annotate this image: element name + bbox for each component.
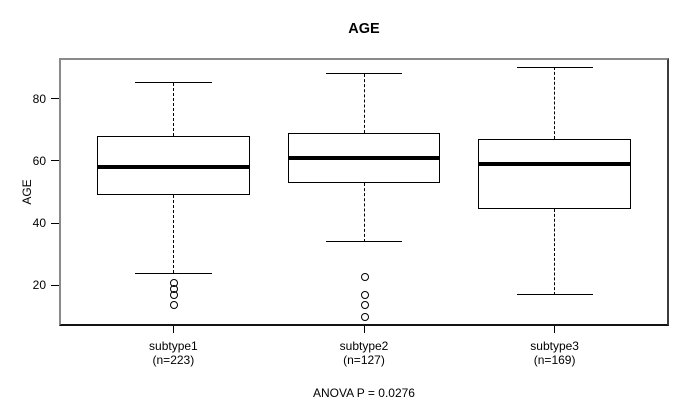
y-tick-label: 80 (32, 91, 46, 106)
y-axis-label: AGE (20, 179, 34, 205)
iqr-box (478, 139, 631, 210)
plot-frame (59, 58, 669, 326)
outlier-point (169, 291, 178, 300)
outlier-point (360, 291, 369, 300)
upper-whisker-line (172, 82, 174, 136)
lower-whisker-line (363, 182, 365, 242)
outlier-point (360, 300, 369, 309)
y-tick-label: 60 (32, 153, 46, 168)
lower-whisker-line (172, 195, 174, 274)
median-line (478, 161, 631, 166)
lower-whisker-line (554, 209, 556, 295)
x-category-sublabel: (n=169) (533, 353, 576, 367)
x-category-label: subtype3 (530, 339, 579, 353)
x-tick-mark (363, 326, 365, 333)
upper-whisker-line (554, 67, 556, 140)
upper-whisker-line (363, 73, 365, 133)
y-tick-mark (51, 222, 59, 224)
y-tick-label: 40 (32, 216, 46, 231)
outlier-point (360, 272, 369, 281)
x-category-sublabel: (n=223) (152, 353, 195, 367)
y-tick-mark (51, 284, 59, 286)
x-category-sublabel: (n=127) (343, 353, 385, 367)
x-category-label: subtype2 (339, 339, 389, 353)
median-line (97, 165, 250, 170)
lower-whisker-cap (135, 272, 212, 274)
lower-whisker-cap (325, 241, 403, 243)
median-line (287, 155, 441, 160)
outlier-point (169, 300, 178, 309)
y-tick-mark (51, 160, 59, 162)
chart-title: AGE (348, 21, 380, 37)
upper-whisker-cap (325, 73, 403, 75)
anova-annotation: ANOVA P = 0.0276 (313, 386, 415, 400)
upper-whisker-cap (516, 66, 593, 68)
y-tick-mark (51, 98, 59, 99)
y-tick-label: 20 (32, 278, 46, 293)
x-tick-mark (172, 326, 174, 333)
lower-whisker-cap (516, 294, 593, 296)
upper-whisker-cap (135, 82, 212, 84)
x-category-label: subtype1 (149, 339, 198, 353)
outlier-point (360, 313, 369, 322)
x-tick-mark (554, 326, 556, 333)
